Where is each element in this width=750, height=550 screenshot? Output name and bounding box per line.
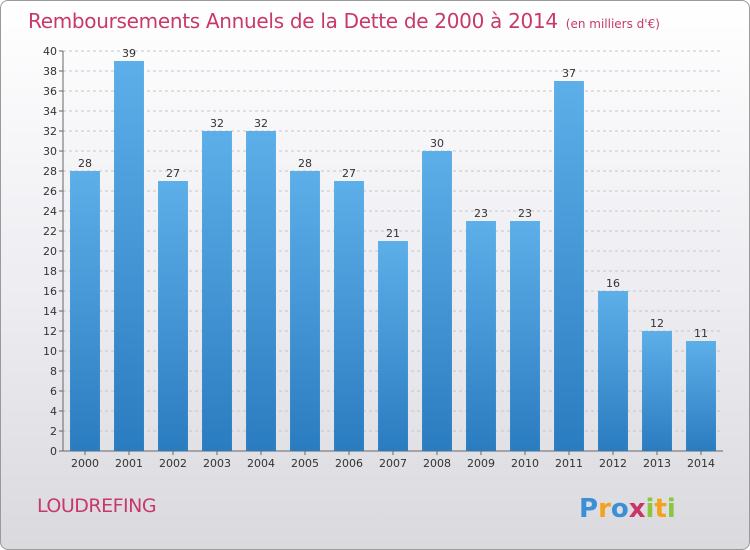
data-label-2000: 28 bbox=[78, 157, 92, 170]
bar-2008 bbox=[422, 151, 452, 451]
data-label-2002: 27 bbox=[166, 167, 180, 180]
bar-2000 bbox=[70, 171, 100, 451]
x-tick-label: 2009 bbox=[467, 457, 495, 470]
data-labels: 28 39 27 32 32 28 27 21 30 23 23 37 16 12 11 bbox=[78, 47, 708, 340]
data-label-2008: 30 bbox=[430, 137, 444, 150]
logo-letter: i bbox=[646, 494, 655, 524]
data-label-2001: 39 bbox=[122, 47, 136, 60]
x-tick-label: 2001 bbox=[115, 457, 143, 470]
chart-title: Remboursements Annuels de la Dette de 20… bbox=[28, 9, 660, 33]
y-tick-label: 22 bbox=[43, 225, 57, 238]
bar-2004 bbox=[246, 131, 276, 451]
y-tick-label: 32 bbox=[43, 125, 57, 138]
logo-letter: o bbox=[611, 494, 629, 524]
commune-name: LOUDREFING bbox=[37, 495, 157, 517]
data-label-2006: 27 bbox=[342, 167, 356, 180]
y-tick-label: 14 bbox=[43, 305, 57, 318]
y-tick-label: 6 bbox=[50, 385, 57, 398]
bar-2009 bbox=[466, 221, 496, 451]
y-tick-label: 10 bbox=[43, 345, 57, 358]
y-tick-label: 30 bbox=[43, 145, 57, 158]
y-tick-label: 18 bbox=[43, 265, 57, 278]
bar-2002 bbox=[158, 181, 188, 451]
bar-2001 bbox=[114, 61, 144, 451]
y-tick-label: 12 bbox=[43, 325, 57, 338]
data-label-2003: 32 bbox=[210, 117, 224, 130]
logo-letter: t bbox=[654, 494, 666, 524]
x-tick-label: 2013 bbox=[643, 457, 671, 470]
logo-letter: P bbox=[579, 494, 598, 524]
y-tick-label: 28 bbox=[43, 165, 57, 178]
bar-2003 bbox=[202, 131, 232, 451]
logo-letter: x bbox=[629, 494, 646, 524]
y-tick-label: 24 bbox=[43, 205, 57, 218]
proxiti-logo: Proxiti bbox=[579, 494, 676, 524]
data-label-2004: 32 bbox=[254, 117, 268, 130]
data-label-2014: 11 bbox=[694, 327, 708, 340]
x-tick-label: 2002 bbox=[159, 457, 187, 470]
x-tick-label: 2008 bbox=[423, 457, 451, 470]
x-tick-label: 2000 bbox=[71, 457, 99, 470]
logo-letter: r bbox=[598, 494, 611, 524]
x-tick-label: 2012 bbox=[599, 457, 627, 470]
logo-letter: i bbox=[667, 494, 676, 524]
bar-2005 bbox=[290, 171, 320, 451]
chart-title-text: Remboursements Annuels de la Dette de 20… bbox=[28, 9, 558, 33]
bar-2014 bbox=[686, 341, 716, 451]
x-tick-labels: 2000 2001 2002 2003 2004 2005 2006 2007 2008 2009… bbox=[71, 457, 715, 470]
data-label-2013: 12 bbox=[650, 317, 664, 330]
y-tick-label: 16 bbox=[43, 285, 57, 298]
bar-2012 bbox=[598, 291, 628, 451]
x-tick-label: 2010 bbox=[511, 457, 539, 470]
proxiti-logo-text: Proxiti bbox=[579, 494, 676, 524]
x-tick-label: 2006 bbox=[335, 457, 363, 470]
y-tick-label: 20 bbox=[43, 245, 57, 258]
chart-subtitle: (en milliers d'€) bbox=[565, 17, 660, 31]
x-tick-label: 2014 bbox=[687, 457, 715, 470]
bars bbox=[70, 61, 716, 451]
y-tick-label: 8 bbox=[50, 365, 57, 378]
bar-2013 bbox=[642, 331, 672, 451]
x-tick-label: 2007 bbox=[379, 457, 407, 470]
data-label-2007: 21 bbox=[386, 227, 400, 240]
y-tick-label: 38 bbox=[43, 65, 57, 78]
y-tick-label: 4 bbox=[50, 405, 57, 418]
bar-2006 bbox=[334, 181, 364, 451]
data-label-2012: 16 bbox=[606, 277, 620, 290]
y-tick-label: 26 bbox=[43, 185, 57, 198]
x-tick-label: 2003 bbox=[203, 457, 231, 470]
y-tick-label: 40 bbox=[43, 45, 57, 58]
bar-2010 bbox=[510, 221, 540, 451]
x-tick-label: 2005 bbox=[291, 457, 319, 470]
data-label-2009: 23 bbox=[474, 207, 488, 220]
bar-2011 bbox=[554, 81, 584, 451]
x-tick-label: 2004 bbox=[247, 457, 275, 470]
y-tick-label: 34 bbox=[43, 105, 57, 118]
data-label-2010: 23 bbox=[518, 207, 532, 220]
y-tick-label: 2 bbox=[50, 425, 57, 438]
y-tick-label: 0 bbox=[50, 445, 57, 458]
bar-2007 bbox=[378, 241, 408, 451]
data-label-2011: 37 bbox=[562, 67, 576, 80]
y-tick-label: 36 bbox=[43, 85, 57, 98]
x-tick-label: 2011 bbox=[555, 457, 583, 470]
data-label-2005: 28 bbox=[298, 157, 312, 170]
